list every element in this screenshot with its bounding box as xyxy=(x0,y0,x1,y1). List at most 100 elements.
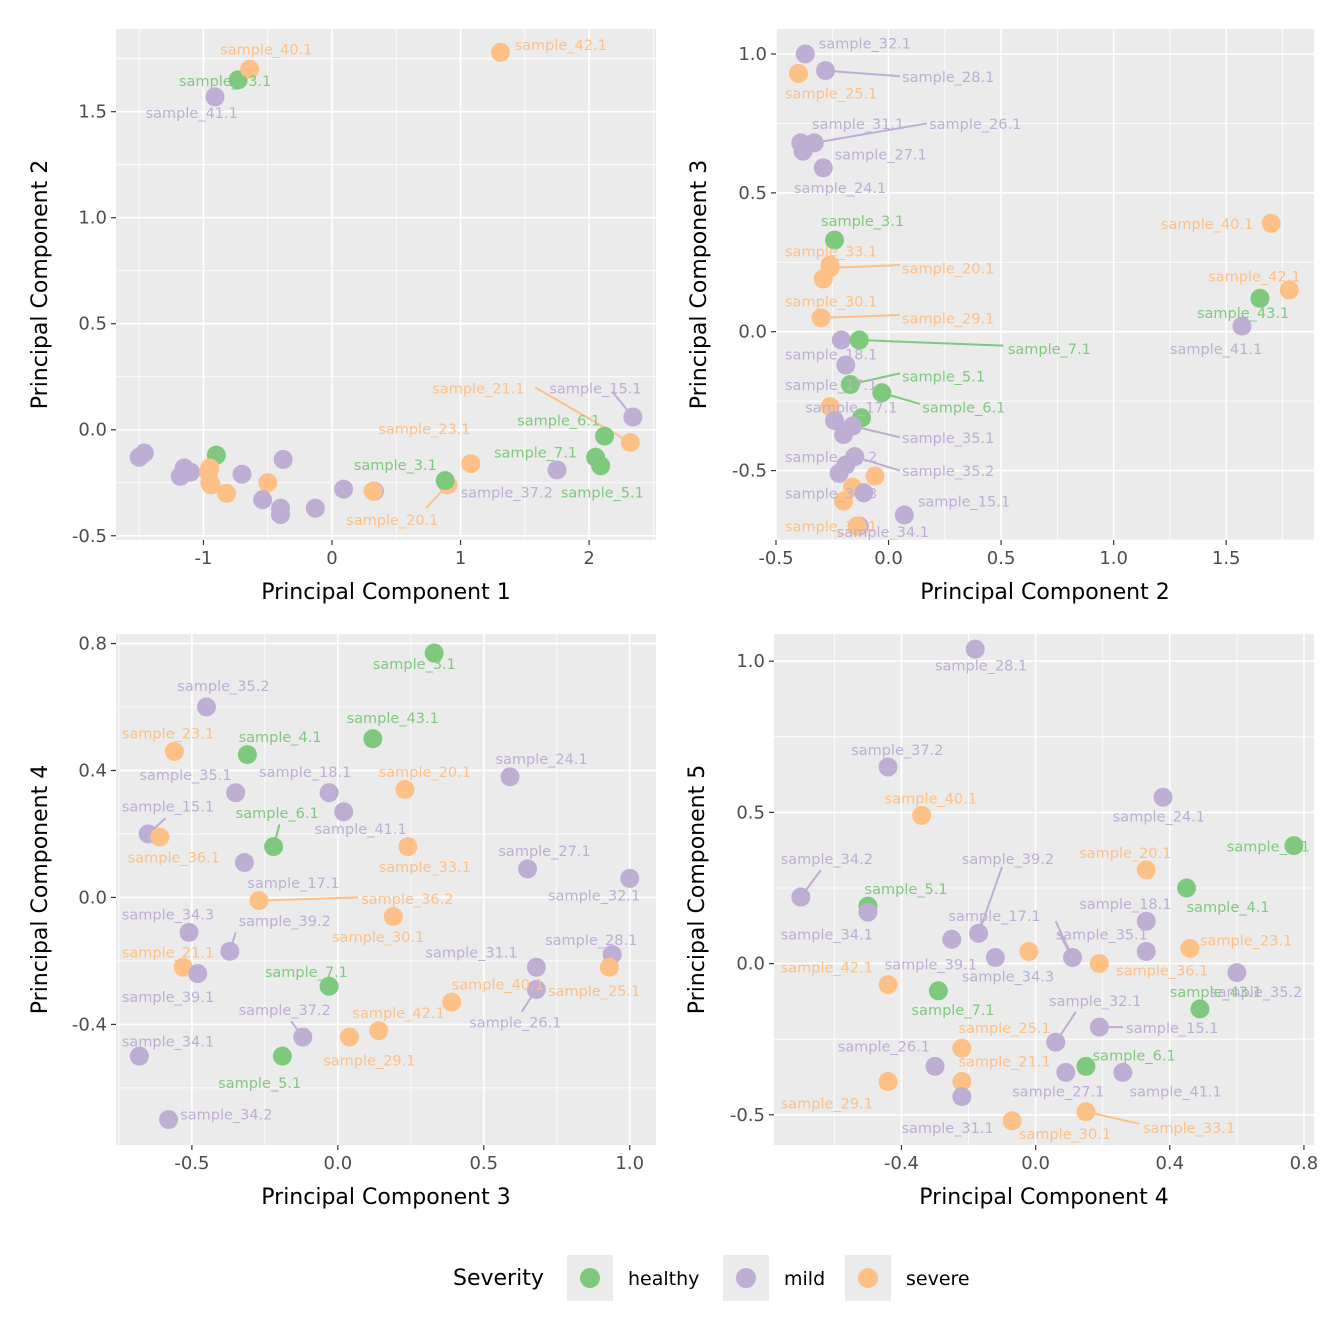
data-point-healthy xyxy=(435,471,455,491)
point-label: sample_42.1 xyxy=(515,38,607,54)
data-point-mild xyxy=(969,923,989,943)
data-point-mild xyxy=(205,87,225,107)
data-point-severe xyxy=(1002,1111,1022,1131)
point-label: sample_5.1 xyxy=(865,882,948,898)
point-label: sample_39.2 xyxy=(239,914,331,930)
point-label: sample_34.3 xyxy=(785,486,877,502)
y-tick-label: 0.0 xyxy=(78,420,107,441)
data-point-mild xyxy=(985,948,1005,968)
point-label: sample_31.1 xyxy=(425,946,517,962)
legend-key-mild-dot xyxy=(736,1268,756,1288)
scatter-panel-pc3-pc4: -0.5 0.0 0.5 1.0 -0.4 0.0 0.4 0.8 Principal Comp… xyxy=(28,634,656,1210)
data-point-mild xyxy=(791,887,811,907)
point-label: sample_29.1 xyxy=(902,311,994,327)
scatter-panel-pc2-pc3: -0.5 0.0 0.5 1.0 1.5 -0.5 0.0 0.5 1.0 Principal C… xyxy=(687,29,1314,605)
point-label: sample_29.1 xyxy=(323,1054,415,1070)
data-point-mild xyxy=(952,1087,972,1107)
data-point-mild xyxy=(1063,948,1083,968)
point-label: sample_17.1 xyxy=(247,876,339,892)
y-tick-label: -0.5 xyxy=(732,461,767,482)
data-point-healthy xyxy=(264,837,284,857)
point-label: sample_20.1 xyxy=(346,513,438,529)
data-point-severe xyxy=(217,483,237,503)
point-label: sample_7.1 xyxy=(1008,342,1091,358)
point-label: sample_29.1 xyxy=(781,1097,873,1113)
data-point-severe xyxy=(1279,280,1299,300)
data-point-mild xyxy=(836,355,856,375)
data-point-mild xyxy=(271,505,291,525)
data-point-mild xyxy=(925,1056,945,1076)
data-point-healthy xyxy=(1177,878,1197,898)
y-tick-label: 0.5 xyxy=(78,314,107,335)
data-point-mild xyxy=(220,941,240,961)
x-tick-label: 0.0 xyxy=(1021,1153,1050,1174)
legend-label-severe: severe xyxy=(906,1268,970,1290)
point-label: sample_33.1 xyxy=(785,245,877,261)
data-point-severe xyxy=(164,741,184,761)
x-tick-label: 0 xyxy=(326,548,337,569)
point-label: sample_23.1 xyxy=(122,727,214,743)
panel-background xyxy=(116,29,656,540)
point-label: sample_30.1 xyxy=(785,295,877,311)
data-point-healthy xyxy=(272,1046,292,1066)
point-label: sample_18.1 xyxy=(259,765,351,781)
y-tick-label: 0.0 xyxy=(738,322,767,343)
point-label: sample_17.1 xyxy=(948,909,1040,925)
panel-background xyxy=(776,29,1314,540)
data-point-severe xyxy=(1136,860,1156,880)
data-point-healthy xyxy=(424,643,444,663)
data-point-mild xyxy=(623,407,643,427)
data-point-severe xyxy=(249,891,269,911)
label-leader-line xyxy=(534,386,631,444)
point-label: sample_34.2 xyxy=(180,1108,272,1124)
point-label: sample_25.1 xyxy=(958,1021,1050,1037)
label-leader-line xyxy=(258,896,359,902)
data-layer: sample_40.1 sample_42.1 sample_43.1 sample_… xyxy=(129,38,644,529)
point-label: sample_43.1 xyxy=(1197,306,1289,322)
point-label: sample_32.1 xyxy=(819,36,911,52)
data-point-severe xyxy=(834,491,854,511)
data-point-severe xyxy=(599,957,619,977)
label-leader-line xyxy=(814,122,927,144)
scatter-panel-pc4-pc5: -0.4 0.0 0.4 0.8 -0.5 0.0 0.5 1.0 Principal Comp… xyxy=(685,634,1318,1210)
point-label: sample_39.2 xyxy=(785,450,877,466)
point-label: sample_15.1 xyxy=(918,495,1010,511)
x-tick-label: 0.0 xyxy=(324,1153,353,1174)
x-tick-label: 2 xyxy=(583,548,594,569)
panel-background xyxy=(774,634,1314,1145)
severity-legend: Severity healthy mild severe xyxy=(453,1255,970,1301)
data-layer: sample_32.1 sample_28.1 sample_25.1 sample_… xyxy=(785,36,1300,541)
data-point-severe xyxy=(878,1072,898,1092)
point-label: sample_6.1 xyxy=(517,414,600,430)
point-label: sample_15.1 xyxy=(1126,1021,1218,1037)
data-point-severe xyxy=(865,466,885,486)
point-label: sample_39.1 xyxy=(122,990,214,1006)
data-point-mild xyxy=(878,757,898,777)
point-label: sample_34.1 xyxy=(837,525,929,541)
label-leader-line xyxy=(820,314,900,319)
y-tick-label: 0.5 xyxy=(736,802,765,823)
point-label: sample_31.1 xyxy=(812,117,904,133)
y-axis-title: Principal Component 5 xyxy=(685,765,710,1014)
point-label: sample_27.1 xyxy=(1012,1085,1104,1101)
data-point-mild xyxy=(1046,1032,1066,1052)
point-label: sample_34.2 xyxy=(781,852,873,868)
point-label: sample_33.1 xyxy=(1143,1121,1235,1137)
data-point-mild xyxy=(1227,963,1247,983)
x-tick-label: 0.5 xyxy=(987,548,1016,569)
point-label: sample_43.1 xyxy=(347,711,439,727)
data-point-healthy xyxy=(591,456,611,476)
y-tick-label: -0.4 xyxy=(72,1014,107,1035)
point-label: sample_40.1 xyxy=(220,42,312,58)
data-point-healthy xyxy=(237,745,257,765)
point-label: sample_35.2 xyxy=(902,464,994,480)
point-label: sample_6.1 xyxy=(922,400,1005,416)
data-point-severe xyxy=(847,516,867,536)
label-leader-line xyxy=(825,69,900,78)
point-label: sample_34.3 xyxy=(962,970,1054,986)
x-tick-label: -0.4 xyxy=(884,1153,919,1174)
data-point-severe xyxy=(240,59,260,79)
x-tick-label: 1.0 xyxy=(615,1153,644,1174)
point-label: sample_21.1 xyxy=(432,382,524,398)
